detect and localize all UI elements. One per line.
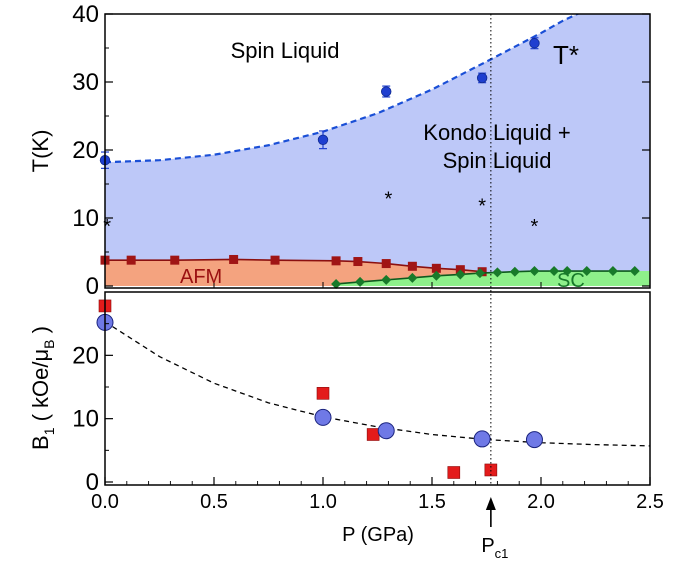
star-point: * <box>103 216 111 238</box>
axes: 0 10 20 30 40 0 10 20 0.0 0.5 1.0 1.5 2.0 2.5 <box>72 1 664 513</box>
pc1-arrow <box>485 497 496 527</box>
tstar-point <box>317 134 329 146</box>
bottom-panel-frame <box>104 291 651 486</box>
sc-point <box>431 270 442 281</box>
sc-point <box>629 266 640 277</box>
sc-point <box>474 268 485 279</box>
sc-point <box>331 278 342 289</box>
top-y-tick-label: 10 <box>72 205 99 232</box>
b1-circle-point <box>473 430 491 448</box>
afm-point <box>270 255 280 265</box>
afm-point <box>353 257 363 267</box>
afm-point <box>126 255 136 265</box>
bottom-panel-marks <box>96 299 651 479</box>
pc1-label: Pc1 <box>481 535 508 561</box>
sc-region <box>336 271 650 286</box>
sc-point <box>562 266 573 277</box>
top-y-tick-label: 30 <box>72 69 99 96</box>
afm-point <box>381 259 391 269</box>
bottom-y-axis-label: B1 ( kOe/μB ) <box>28 326 57 450</box>
b1-circle-point <box>525 431 543 449</box>
bottom-y-tick-label: 10 <box>72 406 99 433</box>
star-point: * <box>385 189 393 211</box>
afm-point <box>170 255 180 265</box>
b1-square-point <box>447 466 461 479</box>
star-point: * <box>531 216 539 238</box>
top-y-tick-label: 40 <box>72 1 99 28</box>
sc-point <box>492 267 503 278</box>
tstar-label: T* <box>553 40 579 70</box>
b1-circle-point <box>377 422 395 440</box>
b1-square-point <box>366 428 380 441</box>
x-axis-label: P (GPa) <box>342 524 414 546</box>
afm-point <box>431 263 441 273</box>
sc-point <box>407 272 418 283</box>
kondo-liquid-region <box>105 14 650 286</box>
top-y-tick-label: 0 <box>86 273 99 300</box>
x-tick-label: 1.0 <box>309 491 337 513</box>
sc-label: SC <box>557 270 585 292</box>
sc-point <box>381 274 392 285</box>
afm-point <box>229 254 239 264</box>
top-panel-frame <box>104 13 651 289</box>
afm-label: AFM <box>180 266 222 288</box>
sc-point <box>355 276 366 287</box>
x-tick-label: 2.5 <box>636 491 664 513</box>
afm-point <box>407 261 417 271</box>
top-y-tick-label: 20 <box>72 137 99 164</box>
bottom-y-tick-label: 20 <box>72 342 99 369</box>
tstar-fit-group <box>105 14 580 164</box>
spin-liquid-label: Spin Liquid <box>231 38 340 63</box>
b1-fit-line <box>104 321 651 447</box>
b1-square-point <box>484 463 498 477</box>
sc-point <box>607 266 618 277</box>
x-tick-label: 0.0 <box>91 491 119 513</box>
sc-point <box>549 266 560 277</box>
sc-point <box>581 266 592 277</box>
top-y-axis-label: T(K) <box>28 130 53 173</box>
pc1-arrow-head <box>485 497 496 510</box>
x-tick-label: 2.0 <box>527 491 555 513</box>
b1-circle-point <box>314 408 332 426</box>
star-point: * <box>478 195 486 217</box>
kondo-liquid-label: Kondo Liquid + <box>423 120 570 145</box>
tstar-point <box>529 38 540 49</box>
phase-regions <box>105 14 650 286</box>
b1-square-point <box>316 387 330 400</box>
afm-point <box>331 256 341 266</box>
x-tick-label: 1.5 <box>418 491 446 513</box>
sc-point <box>509 266 520 277</box>
tstar-point <box>381 86 392 97</box>
bottom-y-tick-label: 0 <box>86 469 99 496</box>
tstar-point <box>476 72 488 84</box>
spin-liquid-label-2: Spin Liquid <box>443 148 552 173</box>
tstar-fit-line <box>105 14 580 164</box>
sc-point <box>455 269 466 280</box>
sc-point <box>529 266 540 277</box>
x-tick-label: 0.5 <box>200 491 228 513</box>
